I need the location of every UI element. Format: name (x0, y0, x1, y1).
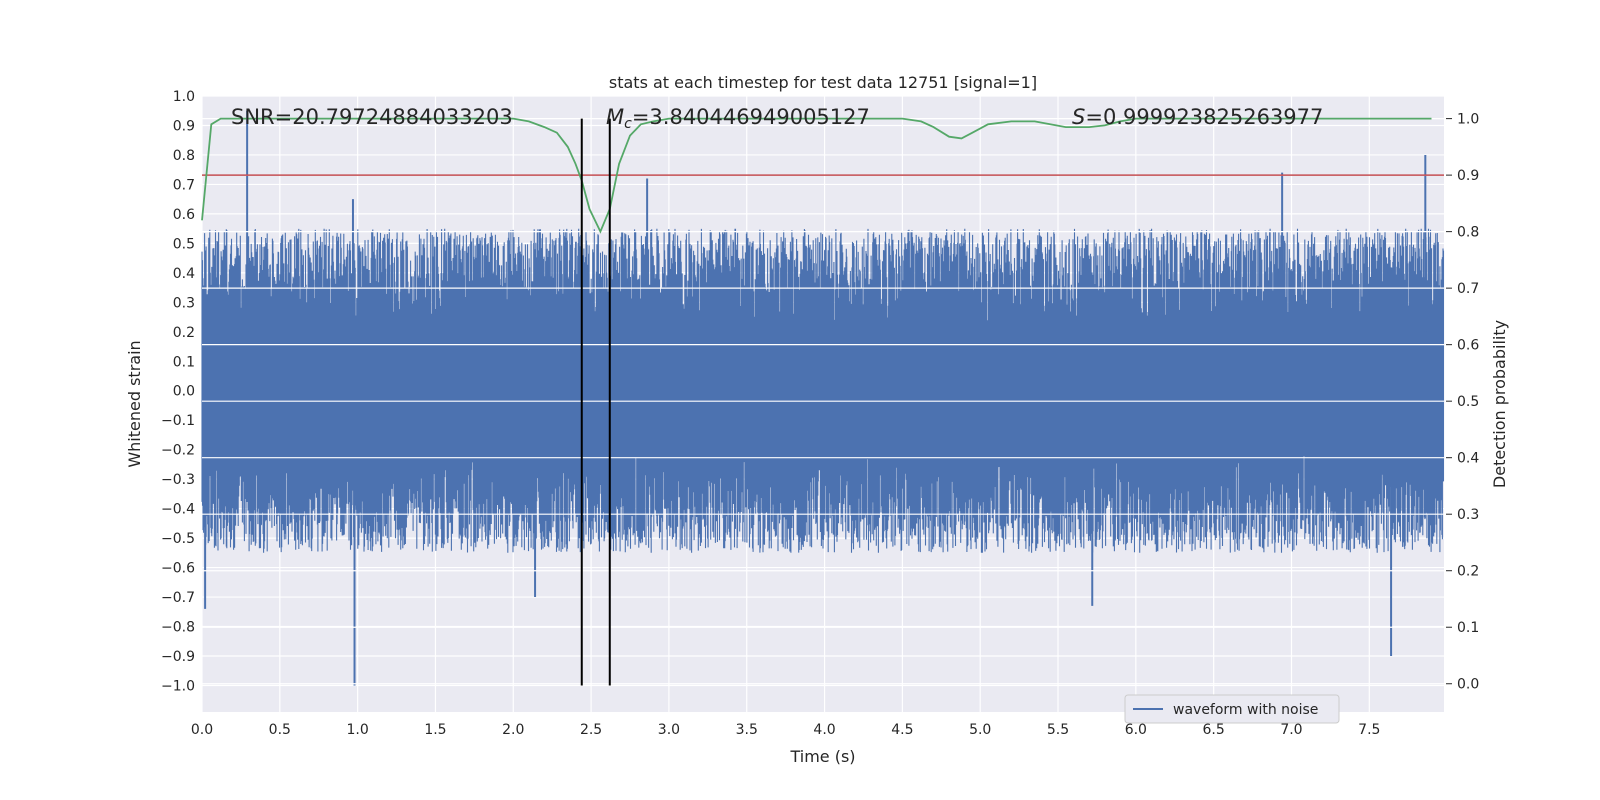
y-right-tick-label: 0.2 (1457, 564, 1479, 580)
y-left-tick-label: 0.4 (173, 266, 195, 282)
y-left-tick-label: 0.3 (173, 295, 195, 311)
y-right-tick-label: 0.5 (1457, 394, 1479, 410)
y-left-tick-label: −0.9 (161, 649, 195, 665)
x-tick-label: 7.5 (1358, 722, 1380, 738)
strain-dense-band (202, 331, 1444, 456)
y-axis-right-label: Detection probability (1490, 320, 1509, 488)
s-symbol: S (1072, 105, 1085, 129)
legend-box (1124, 694, 1340, 724)
y-left-tick-label: −0.5 (161, 531, 195, 547)
y-left-tick-label: −1.0 (161, 678, 195, 694)
legend-label: waveform with noise (1173, 702, 1318, 718)
y-left-tick-label: 0.6 (173, 207, 195, 223)
x-tick-label: 2.5 (580, 722, 602, 738)
x-tick-label: 5.0 (969, 722, 991, 738)
y-right-tick-label: 0.4 (1457, 451, 1479, 467)
y-left-tick-label: −0.3 (161, 472, 195, 488)
y-axis-left-ticks: 1.0 0.9 0.8 0.7 0.6 0.5 0.4 0.3 0.2 0.1 0.0 −0.1 −0.… (161, 89, 195, 694)
y-left-tick-label: 0.5 (173, 236, 195, 252)
snr-annotation: SNR=20.79724884033203 (231, 105, 513, 129)
y-left-tick-label: −0.7 (161, 590, 195, 606)
x-axis-ticks: 0.0 0.5 1.0 1.5 2.0 2.5 3.0 3.5 4.0 4.5 5.0 5.5 6.0 6… (191, 722, 1381, 738)
y-left-tick-label: −0.8 (161, 620, 195, 636)
y-left-tick-label: 0.9 (173, 118, 195, 134)
s-annotation: S=0.999923825263977 (1072, 105, 1323, 129)
y-left-tick-label: −0.4 (161, 502, 195, 518)
x-tick-label: 5.5 (1047, 722, 1069, 738)
y-left-tick-label: 0.2 (173, 325, 195, 341)
y-left-tick-label: −0.6 (161, 561, 195, 577)
x-tick-label: 0.5 (269, 722, 291, 738)
y-right-tick-label: 0.1 (1457, 620, 1479, 636)
chirp-mass-symbol: M (606, 105, 624, 129)
y-left-tick-label: 0.8 (173, 148, 195, 164)
x-tick-label: 0.0 (191, 722, 213, 738)
strain-series (201, 110, 1445, 686)
y-left-tick-label: 0.1 (173, 354, 195, 370)
y-left-tick-label: 1.0 (173, 89, 195, 105)
x-tick-label: 1.5 (424, 722, 446, 738)
y-right-tick-label: 0.8 (1457, 225, 1479, 241)
y-left-tick-label: −0.1 (161, 413, 195, 429)
detection-probability-line (201, 117, 1432, 234)
x-tick-label: 2.0 (502, 722, 524, 738)
x-tick-label: 7.0 (1280, 722, 1302, 738)
x-tick-label: 1.0 (347, 722, 369, 738)
vertical-markers (580, 118, 611, 686)
y-right-tick-label: 0.7 (1457, 281, 1479, 297)
x-axis-label: Time (s) (789, 747, 855, 766)
y-right-tick-label: 1.0 (1457, 112, 1479, 128)
x-tick-label: 3.5 (736, 722, 758, 738)
x-tick-label: 4.5 (891, 722, 913, 738)
y-axis-right-ticks: 1.0 0.9 0.8 0.7 0.6 0.5 0.4 0.3 0.2 0.1 0.0 (1446, 112, 1479, 693)
y-left-tick-label: 0.7 (173, 177, 195, 193)
y-axis-left-label: Whitened strain (125, 340, 144, 467)
y-left-tick-label: 0.0 (173, 384, 195, 400)
y-right-tick-label: 0.6 (1457, 338, 1479, 354)
chirp-mass-value: =3.840446949005127 (632, 105, 870, 129)
chirp-mass-subscript: c (624, 116, 632, 132)
x-tick-label: 6.5 (1203, 722, 1225, 738)
y-right-tick-label: 0.0 (1457, 677, 1479, 693)
chart-title: stats at each timestep for test data 127… (609, 73, 1037, 92)
x-tick-label: 3.0 (658, 722, 680, 738)
chirp-mass-annotation: Mc=3.840446949005127 (606, 105, 870, 132)
legend: waveform with noise (1124, 694, 1340, 724)
x-tick-label: 4.0 (813, 722, 835, 738)
y-left-tick-label: −0.2 (161, 443, 195, 459)
y-right-tick-label: 0.3 (1457, 507, 1479, 523)
x-tick-label: 6.0 (1125, 722, 1147, 738)
y-right-tick-label: 0.9 (1457, 168, 1479, 184)
s-value: =0.999923825263977 (1085, 105, 1323, 129)
